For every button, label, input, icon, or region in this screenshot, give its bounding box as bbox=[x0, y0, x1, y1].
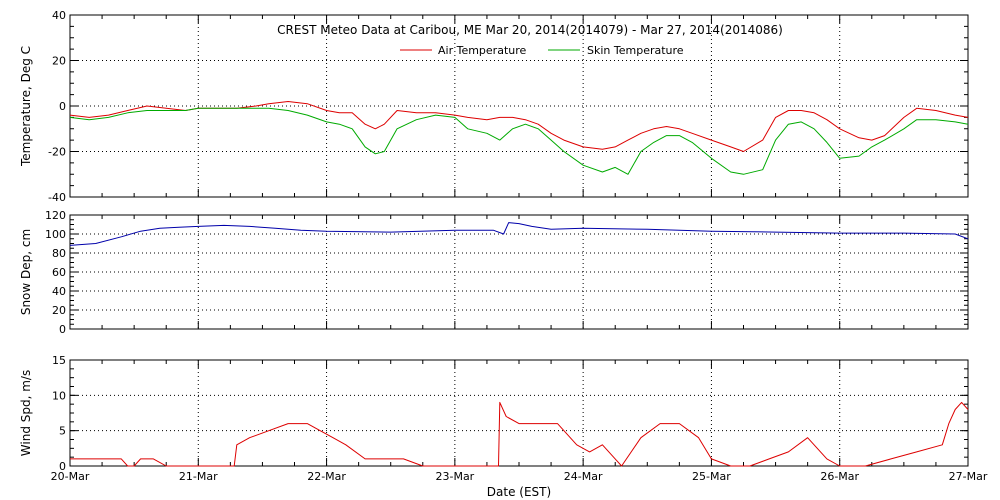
legend: Air Temperature Skin Temperature bbox=[400, 44, 684, 57]
y-tick-label: 120 bbox=[45, 209, 66, 222]
x-tick-label: 26-Mar bbox=[820, 470, 859, 483]
series-line-0 bbox=[69, 101, 969, 152]
x-tick-label: 21-Mar bbox=[179, 470, 218, 483]
legend-label-air: Air Temperature bbox=[438, 44, 527, 57]
y-tick-label: 20 bbox=[52, 304, 66, 317]
series-line-0 bbox=[69, 222, 969, 246]
y-tick-label: 0 bbox=[59, 323, 66, 336]
y-axis-label: Snow Dep, cm bbox=[19, 229, 33, 315]
y-tick-label: 40 bbox=[52, 285, 66, 298]
chart-title: CREST Meteo Data at Caribou, ME Mar 20, … bbox=[277, 23, 783, 37]
y-tick-label: -20 bbox=[48, 146, 66, 159]
series-line-0 bbox=[70, 401, 969, 467]
x-tick-label: 27-Mar bbox=[949, 470, 988, 483]
y-axis-label: Temperature, Deg C bbox=[19, 46, 33, 167]
panel-wind-speed: 0 5 10 15 Wind Spd, m/s bbox=[19, 354, 969, 473]
y-tick-label: 100 bbox=[45, 228, 66, 241]
y-tick-label: 80 bbox=[52, 247, 66, 260]
y-tick-label: 60 bbox=[52, 266, 66, 279]
y-axis-label: Wind Spd, m/s bbox=[19, 370, 33, 456]
y-tick-label: 15 bbox=[52, 354, 66, 367]
plot-frame bbox=[69, 359, 969, 467]
x-tick-label: 24-Mar bbox=[564, 470, 603, 483]
y-tick-label: -40 bbox=[48, 191, 66, 204]
plot-frame bbox=[69, 14, 969, 198]
x-tick-label: 22-Mar bbox=[307, 470, 346, 483]
y-tick-label: 0 bbox=[59, 460, 66, 473]
y-tick-label: 5 bbox=[59, 425, 66, 438]
series-line-1 bbox=[69, 107, 969, 175]
plot-frame bbox=[69, 214, 969, 330]
x-tick-label: 23-Mar bbox=[435, 470, 474, 483]
y-tick-label: 40 bbox=[52, 9, 66, 22]
legend-label-skin: Skin Temperature bbox=[587, 44, 684, 57]
panel-snow-depth: 0 20 40 60 80 100 120 Snow Dep, cm bbox=[19, 209, 969, 336]
y-tick-label: 20 bbox=[52, 55, 66, 68]
panel-temperature: -40 -20 0 20 40 Temperature, Deg C bbox=[19, 9, 969, 204]
y-tick-label: 0 bbox=[59, 100, 66, 113]
y-tick-label: 10 bbox=[52, 389, 66, 402]
x-tick-label: 25-Mar bbox=[692, 470, 731, 483]
x-axis-label: Date (EST) bbox=[487, 485, 551, 499]
x-tick-label: 20-Mar bbox=[51, 470, 90, 483]
